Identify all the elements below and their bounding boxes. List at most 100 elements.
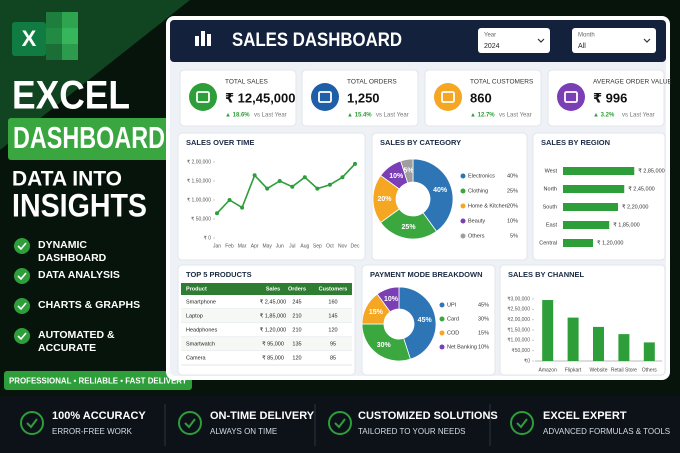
- legend-swatch: [460, 188, 466, 194]
- guarantee-glyph: [26, 418, 38, 429]
- y-category-label: North: [544, 186, 557, 192]
- table-cell: 120: [328, 327, 337, 333]
- legend-value: 10%: [478, 344, 489, 350]
- sales-line: [216, 163, 356, 214]
- feature-glyph: [17, 332, 27, 341]
- header-icon: [201, 31, 205, 46]
- kpi-change: ▲ 12.7%: [470, 113, 495, 119]
- table-cell: ₹ 95,000: [262, 340, 284, 347]
- filter-value: All: [578, 43, 586, 50]
- panel-title: SALES BY CATEGORY: [380, 138, 461, 147]
- filter-label: Month: [578, 33, 595, 39]
- legend-value: 30%: [478, 316, 489, 322]
- table-cell: 210: [292, 313, 301, 319]
- logo-letter: X: [22, 26, 37, 51]
- table-cell: 135: [292, 341, 301, 347]
- value-label: ₹ 2,85,000: [638, 167, 664, 174]
- filter-dropdown[interactable]: [572, 28, 656, 53]
- channel-bar: [643, 342, 655, 361]
- table-cell: 210: [292, 327, 301, 333]
- slice-label: 10%: [389, 173, 404, 180]
- panel-title: TOP 5 PRODUCTS: [186, 270, 252, 279]
- table-header: [181, 283, 352, 295]
- line-point: [327, 182, 332, 187]
- kpi-label: TOTAL SALES: [225, 79, 269, 86]
- kpi-label: TOTAL ORDERS: [347, 79, 397, 86]
- table-cell: 120: [292, 355, 301, 361]
- kpi-change: ▲ 15.4%: [347, 113, 372, 119]
- logo-tile: [46, 28, 62, 44]
- legend-value: 25%: [507, 188, 518, 194]
- line-point: [302, 175, 307, 180]
- y-tick-label: ₹50,000: [512, 348, 531, 354]
- column-header: Orders: [288, 286, 306, 292]
- donut-slice: [361, 323, 411, 362]
- table-cell: ₹ 1,20,000: [260, 326, 286, 333]
- guarantee-title: ON-TIME DELIVERY: [210, 410, 315, 422]
- legend-label: COD: [447, 330, 459, 336]
- filter-dropdown[interactable]: [478, 28, 550, 53]
- legend-swatch: [460, 173, 466, 179]
- kpi-card: [424, 69, 542, 127]
- kpi-card: [547, 69, 665, 127]
- headline-box: [8, 118, 170, 160]
- kpi-label: AVERAGE ORDER VALUE: [593, 79, 673, 86]
- y-tick-label: ₹ 1,00,000: [187, 197, 211, 203]
- legend-value: 20%: [507, 203, 518, 209]
- y-category-label: South: [543, 204, 557, 210]
- x-tick-label: Nov: [338, 243, 347, 249]
- channel-bar: [593, 326, 604, 361]
- panel: [177, 132, 366, 261]
- table-cell: ₹ 85,000: [262, 354, 284, 361]
- kpi-note: vs Last Year: [622, 113, 655, 119]
- value-label: ₹ 1,85,000: [613, 221, 639, 228]
- channel-bar: [542, 300, 554, 361]
- panel-title: SALES BY CHANNEL: [508, 270, 585, 279]
- feature-label: DYNAMIC DASHBOARD: [38, 239, 107, 264]
- table-cell: Headphones: [186, 327, 217, 333]
- region-bar: [563, 239, 593, 247]
- legend-swatch: [439, 344, 445, 350]
- kpi-note: vs Last Year: [254, 113, 287, 119]
- y-tick-label: ₹ 1,50,000: [187, 178, 211, 184]
- x-tick-label: Website: [590, 367, 608, 373]
- filter-label: Year: [484, 33, 496, 39]
- table-row: [181, 337, 352, 351]
- table-row: [181, 351, 352, 365]
- kpi-glyph: [564, 91, 578, 103]
- logo-badge: [12, 22, 46, 56]
- x-tick-label: Aug: [300, 243, 309, 249]
- slice-label: 5%: [403, 168, 414, 175]
- table-cell: 145: [328, 313, 337, 319]
- legend-value: 45%: [478, 302, 489, 308]
- donut-slice: [400, 158, 414, 184]
- kpi-change: ▲ 3.2%: [593, 113, 615, 119]
- kpi-card: [301, 69, 419, 127]
- y-category-label: Central: [539, 240, 557, 246]
- x-tick-label: Feb: [225, 243, 234, 249]
- feature-glyph: [17, 242, 27, 251]
- header-icon: [195, 36, 199, 46]
- x-tick-label: Mar: [238, 243, 247, 249]
- banner: [4, 371, 192, 390]
- kpi-note: vs Last Year: [376, 113, 409, 119]
- donut-slice: [376, 286, 400, 313]
- legend-label: Card: [447, 316, 459, 322]
- line-point: [353, 161, 357, 166]
- kpi-icon: [434, 83, 462, 111]
- panel-title: SALES BY REGION: [541, 138, 610, 147]
- region-bar: [563, 185, 625, 193]
- table-cell: Camera: [186, 355, 207, 361]
- kpi-label: TOTAL CUSTOMERS: [470, 79, 534, 86]
- kpi-value: 860: [470, 90, 492, 105]
- x-tick-label: Sep: [313, 243, 322, 249]
- guarantee-icon: [328, 411, 352, 435]
- table-cell: 95: [330, 341, 336, 347]
- guarantee-title: EXCEL EXPERT: [543, 410, 627, 422]
- legend-swatch: [460, 203, 466, 209]
- slice-label: 45%: [418, 317, 433, 324]
- table-row: [181, 323, 352, 337]
- legend-label: UPI: [447, 302, 457, 308]
